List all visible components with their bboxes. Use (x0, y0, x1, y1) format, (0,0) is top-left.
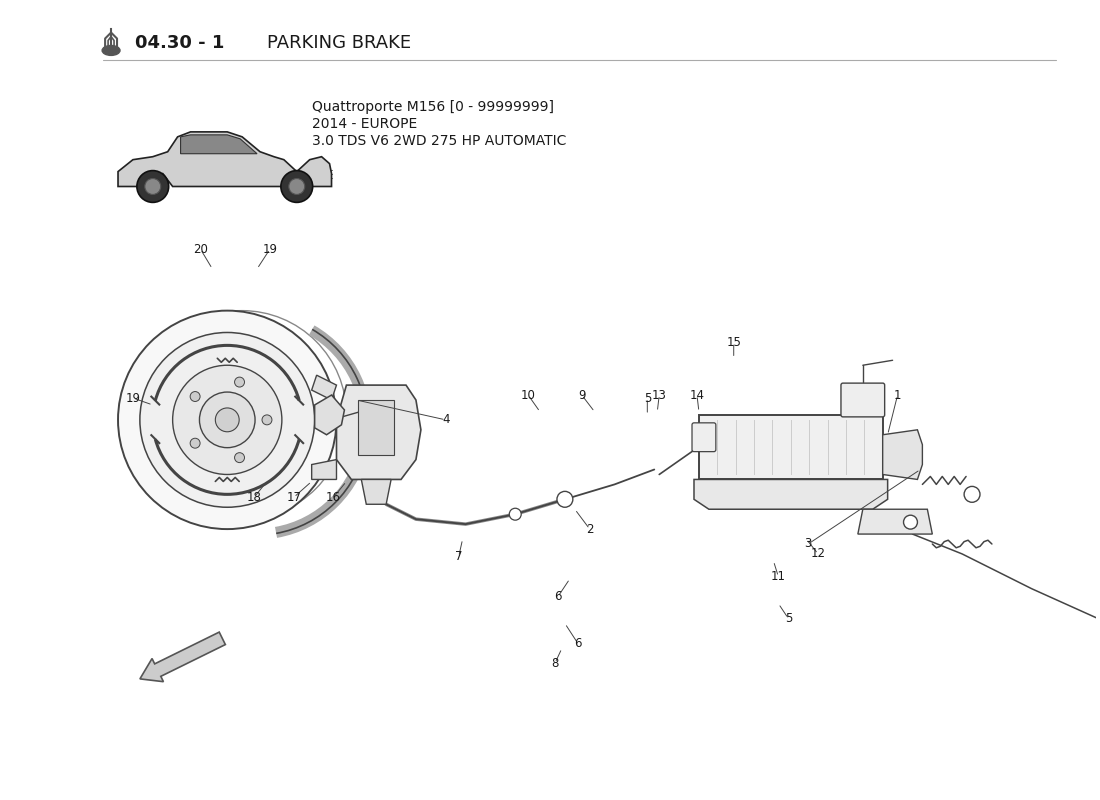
Text: 3.0 TDS V6 2WD 275 HP AUTOMATIC: 3.0 TDS V6 2WD 275 HP AUTOMATIC (311, 134, 566, 148)
Circle shape (216, 408, 239, 432)
FancyBboxPatch shape (842, 383, 884, 417)
Text: Quattroporte M156 [0 - 99999999]: Quattroporte M156 [0 - 99999999] (311, 100, 553, 114)
Text: 2014 - EUROPE: 2014 - EUROPE (311, 117, 417, 131)
Circle shape (262, 415, 272, 425)
Circle shape (145, 178, 161, 194)
Text: 18: 18 (246, 491, 262, 504)
Polygon shape (361, 479, 392, 504)
Text: 19: 19 (263, 242, 277, 255)
Circle shape (964, 486, 980, 502)
Text: 7: 7 (455, 550, 462, 563)
Bar (698, 415, 882, 479)
Text: 2: 2 (586, 522, 594, 535)
Text: 16: 16 (326, 491, 341, 504)
Circle shape (280, 170, 312, 202)
Text: 15: 15 (726, 336, 741, 349)
Polygon shape (882, 430, 923, 479)
Circle shape (190, 438, 200, 448)
Circle shape (118, 310, 337, 529)
Ellipse shape (102, 46, 120, 55)
Text: 20: 20 (192, 242, 208, 255)
Text: 4: 4 (442, 414, 450, 426)
Polygon shape (694, 479, 888, 510)
Text: 6: 6 (554, 590, 562, 603)
Text: 04.30 - 1: 04.30 - 1 (135, 34, 224, 51)
Text: 6: 6 (574, 637, 582, 650)
Text: 11: 11 (771, 570, 785, 583)
Circle shape (234, 453, 244, 462)
Polygon shape (311, 459, 337, 479)
Polygon shape (315, 395, 344, 434)
Polygon shape (337, 385, 421, 479)
FancyBboxPatch shape (692, 423, 716, 452)
Text: 12: 12 (811, 547, 826, 561)
Circle shape (509, 508, 521, 520)
Text: 17: 17 (286, 491, 301, 504)
Circle shape (234, 377, 244, 387)
Bar (359, 400, 394, 454)
Circle shape (199, 392, 255, 448)
Polygon shape (311, 375, 337, 400)
Text: 19: 19 (125, 391, 141, 405)
Text: 13: 13 (652, 389, 667, 402)
Circle shape (136, 170, 168, 202)
Circle shape (173, 366, 282, 474)
Circle shape (903, 515, 917, 529)
Text: 3: 3 (804, 538, 812, 550)
Text: 9: 9 (578, 389, 585, 402)
Text: PARKING BRAKE: PARKING BRAKE (267, 34, 411, 51)
Circle shape (190, 391, 200, 402)
Polygon shape (180, 135, 257, 154)
Circle shape (140, 333, 315, 507)
Text: 10: 10 (520, 389, 536, 402)
Polygon shape (118, 132, 331, 186)
Text: 5: 5 (784, 612, 792, 625)
FancyArrow shape (140, 632, 225, 682)
Circle shape (557, 491, 573, 507)
Text: 14: 14 (690, 389, 704, 402)
Text: 8: 8 (551, 657, 559, 670)
Circle shape (289, 178, 305, 194)
Polygon shape (858, 510, 933, 534)
Text: 5: 5 (644, 391, 651, 405)
Text: 1: 1 (894, 389, 901, 402)
